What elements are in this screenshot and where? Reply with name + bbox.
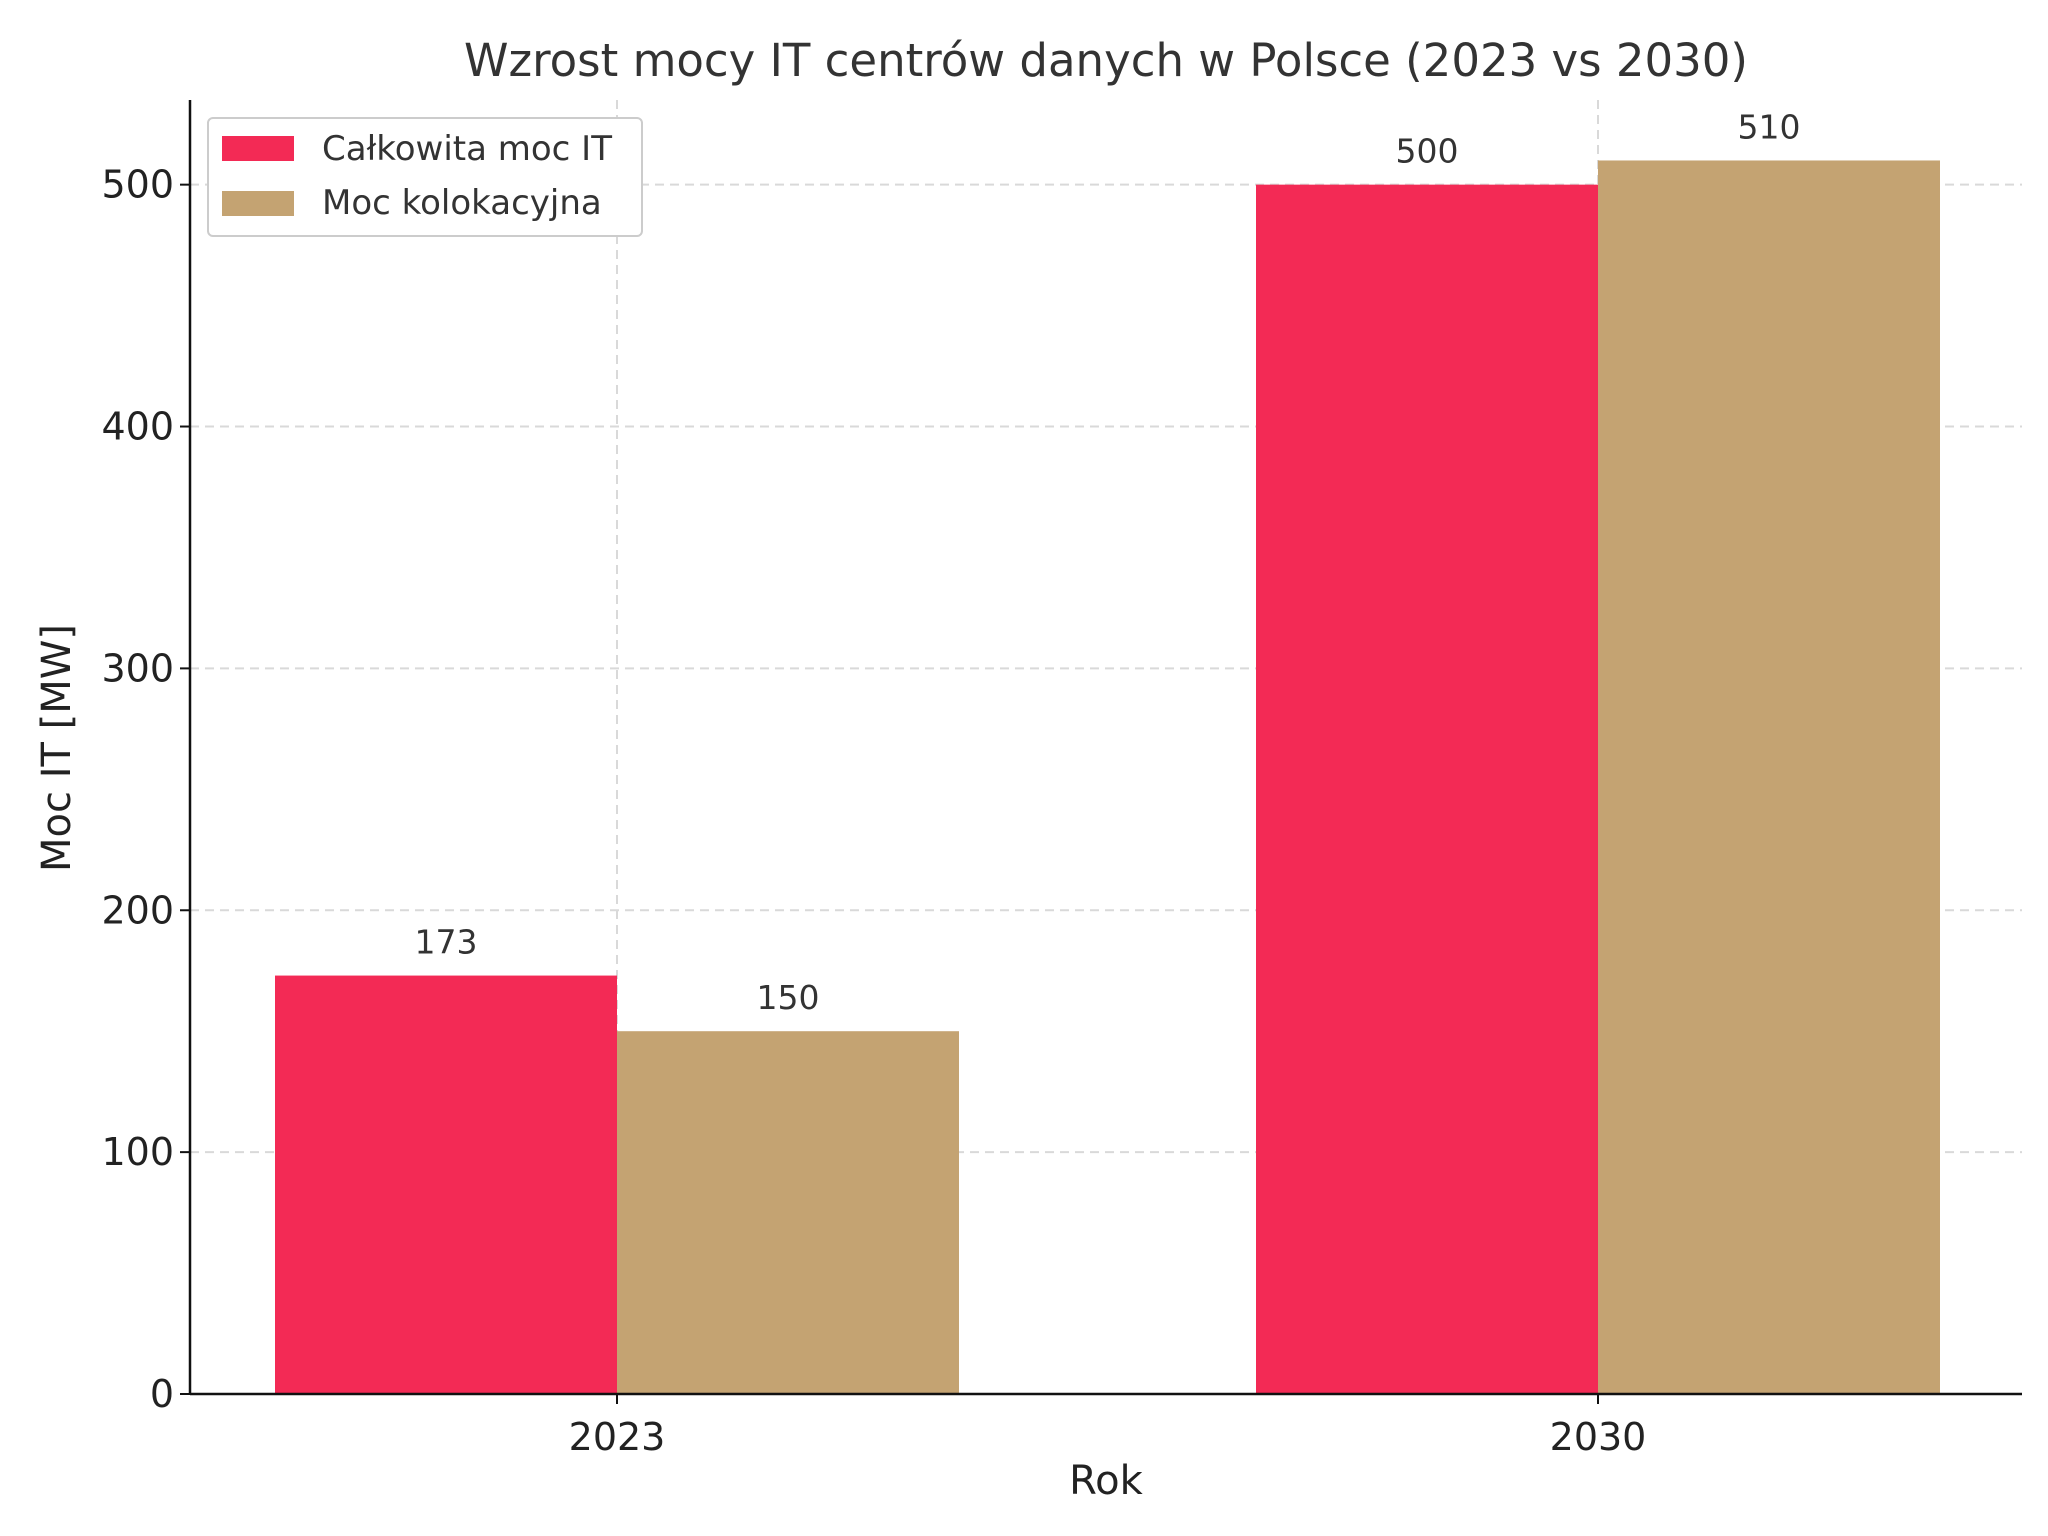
bars [275, 160, 1940, 1395]
chart-title: Wzrost mocy IT centrów danych w Polsce (… [464, 34, 1748, 87]
y-ticks: 0 100 200 300 400 500 [101, 163, 190, 1416]
legend-label-total: Całkowita moc IT [322, 129, 612, 169]
legend-label-colocation: Moc kolokacyjna [322, 183, 602, 223]
y-tick-label: 0 [150, 1372, 174, 1416]
legend-swatch-total [222, 136, 294, 161]
y-tick-label: 100 [101, 1130, 174, 1174]
legend-swatch-colocation [222, 191, 294, 216]
legend-frame [207, 117, 643, 237]
x-ticks: 2023 2030 [569, 1394, 1647, 1459]
data-labels: 173 500 150 510 [415, 107, 1801, 1017]
x-axis-label: Rok [1069, 1458, 1143, 1504]
y-axis-label: Moc IT [MW] [34, 624, 80, 872]
legend: Całkowita moc IT Moc kolokacyjna [207, 117, 643, 237]
y-tick-label: 500 [101, 163, 174, 207]
bar [275, 975, 617, 1394]
data-label: 510 [1738, 107, 1801, 146]
y-tick-label: 300 [101, 646, 174, 690]
data-label: 500 [1396, 132, 1459, 171]
axes [188, 100, 2022, 1396]
bar [617, 1031, 959, 1394]
x-tick-label: 2023 [569, 1415, 666, 1459]
data-label: 150 [757, 978, 820, 1017]
x-tick-label: 2030 [1550, 1415, 1647, 1459]
bar [1598, 160, 1940, 1394]
y-tick-label: 200 [101, 888, 174, 932]
bar [1256, 184, 1598, 1395]
data-label: 173 [415, 923, 478, 962]
y-tick-label: 400 [101, 405, 174, 449]
